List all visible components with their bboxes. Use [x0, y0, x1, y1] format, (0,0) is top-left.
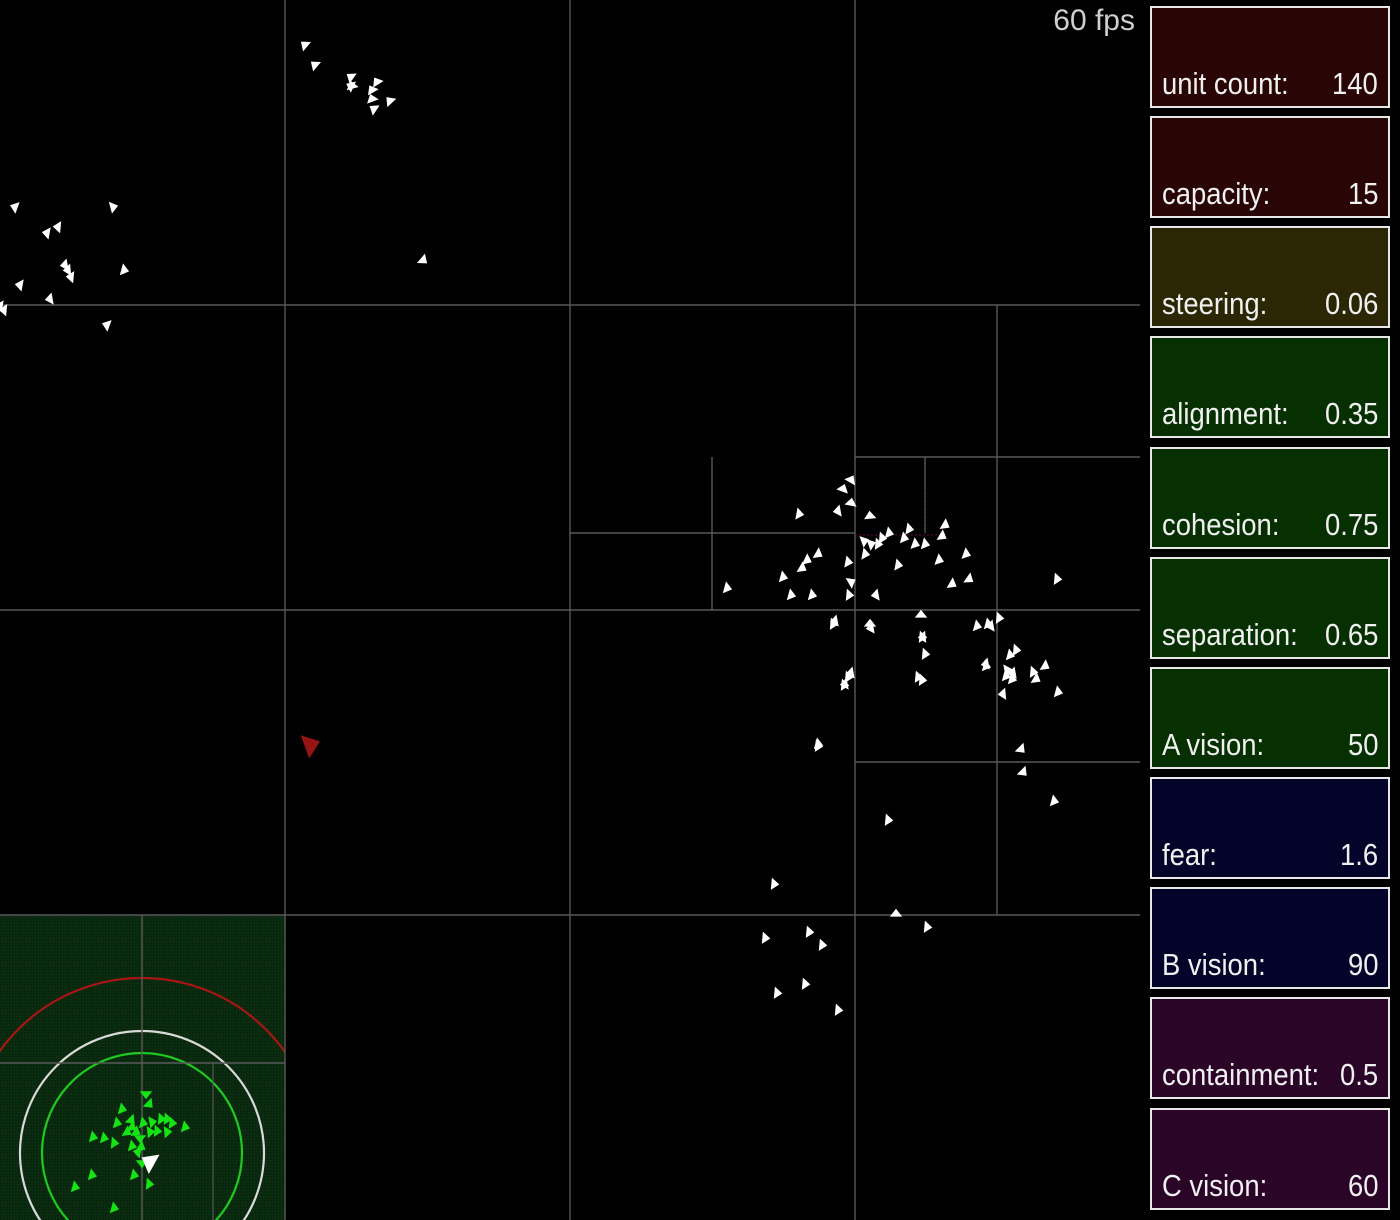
svg-text:60 fps: 60 fps [1053, 4, 1135, 37]
